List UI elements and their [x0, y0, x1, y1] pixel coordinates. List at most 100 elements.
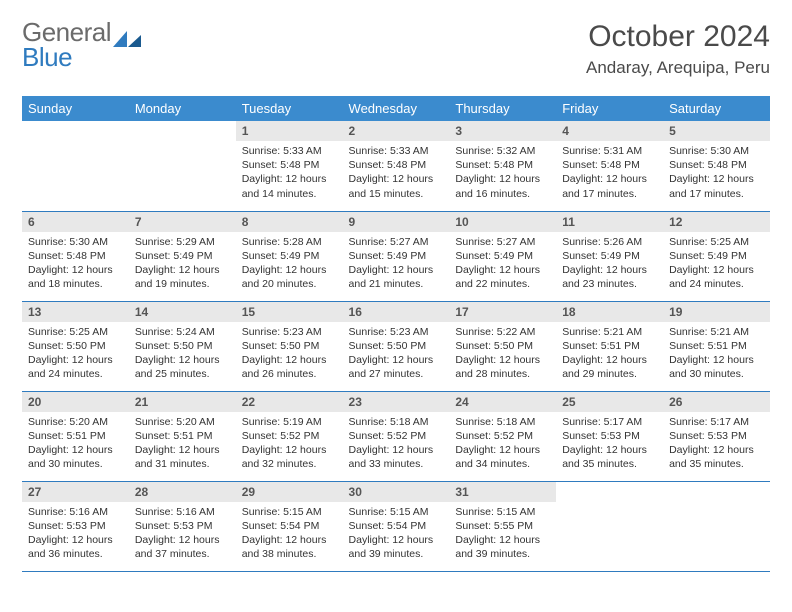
day-content: Sunrise: 5:17 AMSunset: 5:53 PMDaylight:…	[663, 412, 770, 478]
day-header: Tuesday	[236, 96, 343, 121]
day-header: Thursday	[449, 96, 556, 121]
calendar-row: 6Sunrise: 5:30 AMSunset: 5:48 PMDaylight…	[22, 211, 770, 301]
day-header: Wednesday	[343, 96, 450, 121]
day-cell: 16Sunrise: 5:23 AMSunset: 5:50 PMDayligh…	[343, 301, 450, 391]
title-block: October 2024 Andaray, Arequipa, Peru	[586, 20, 770, 78]
day-content: Sunrise: 5:28 AMSunset: 5:49 PMDaylight:…	[236, 232, 343, 298]
day-cell: 9Sunrise: 5:27 AMSunset: 5:49 PMDaylight…	[343, 211, 450, 301]
day-number: 20	[22, 392, 129, 412]
day-number: 22	[236, 392, 343, 412]
day-number: 3	[449, 121, 556, 141]
day-content: Sunrise: 5:24 AMSunset: 5:50 PMDaylight:…	[129, 322, 236, 388]
day-number: 30	[343, 482, 450, 502]
day-number: 17	[449, 302, 556, 322]
location-text: Andaray, Arequipa, Peru	[586, 58, 770, 78]
day-number: 31	[449, 482, 556, 502]
day-content: Sunrise: 5:26 AMSunset: 5:49 PMDaylight:…	[556, 232, 663, 298]
day-content: Sunrise: 5:21 AMSunset: 5:51 PMDaylight:…	[556, 322, 663, 388]
day-number: 1	[236, 121, 343, 141]
day-number: 29	[236, 482, 343, 502]
day-cell: 12Sunrise: 5:25 AMSunset: 5:49 PMDayligh…	[663, 211, 770, 301]
day-cell: 31Sunrise: 5:15 AMSunset: 5:55 PMDayligh…	[449, 481, 556, 571]
header: GeneralBlue October 2024 Andaray, Arequi…	[22, 20, 770, 78]
calendar-head: SundayMondayTuesdayWednesdayThursdayFrid…	[22, 96, 770, 121]
day-cell: 7Sunrise: 5:29 AMSunset: 5:49 PMDaylight…	[129, 211, 236, 301]
day-content: Sunrise: 5:16 AMSunset: 5:53 PMDaylight:…	[22, 502, 129, 568]
day-cell: 1Sunrise: 5:33 AMSunset: 5:48 PMDaylight…	[236, 121, 343, 211]
day-number: 6	[22, 212, 129, 232]
day-content: Sunrise: 5:23 AMSunset: 5:50 PMDaylight:…	[236, 322, 343, 388]
day-number: 27	[22, 482, 129, 502]
day-content: Sunrise: 5:31 AMSunset: 5:48 PMDaylight:…	[556, 141, 663, 207]
day-content: Sunrise: 5:17 AMSunset: 5:53 PMDaylight:…	[556, 412, 663, 478]
day-content: Sunrise: 5:33 AMSunset: 5:48 PMDaylight:…	[236, 141, 343, 207]
calendar-row: 1Sunrise: 5:33 AMSunset: 5:48 PMDaylight…	[22, 121, 770, 211]
day-header: Saturday	[663, 96, 770, 121]
day-content: Sunrise: 5:15 AMSunset: 5:54 PMDaylight:…	[236, 502, 343, 568]
day-cell: 20Sunrise: 5:20 AMSunset: 5:51 PMDayligh…	[22, 391, 129, 481]
day-cell: 22Sunrise: 5:19 AMSunset: 5:52 PMDayligh…	[236, 391, 343, 481]
day-number: 14	[129, 302, 236, 322]
day-cell: 17Sunrise: 5:22 AMSunset: 5:50 PMDayligh…	[449, 301, 556, 391]
day-header: Sunday	[22, 96, 129, 121]
day-cell: 30Sunrise: 5:15 AMSunset: 5:54 PMDayligh…	[343, 481, 450, 571]
calendar-body: 1Sunrise: 5:33 AMSunset: 5:48 PMDaylight…	[22, 121, 770, 571]
empty-cell	[556, 481, 663, 571]
day-cell: 5Sunrise: 5:30 AMSunset: 5:48 PMDaylight…	[663, 121, 770, 211]
day-cell: 2Sunrise: 5:33 AMSunset: 5:48 PMDaylight…	[343, 121, 450, 211]
day-cell: 29Sunrise: 5:15 AMSunset: 5:54 PMDayligh…	[236, 481, 343, 571]
day-cell: 14Sunrise: 5:24 AMSunset: 5:50 PMDayligh…	[129, 301, 236, 391]
day-number: 4	[556, 121, 663, 141]
day-cell: 27Sunrise: 5:16 AMSunset: 5:53 PMDayligh…	[22, 481, 129, 571]
day-cell: 21Sunrise: 5:20 AMSunset: 5:51 PMDayligh…	[129, 391, 236, 481]
day-number: 9	[343, 212, 450, 232]
day-number: 13	[22, 302, 129, 322]
day-content: Sunrise: 5:30 AMSunset: 5:48 PMDaylight:…	[22, 232, 129, 298]
calendar-row: 13Sunrise: 5:25 AMSunset: 5:50 PMDayligh…	[22, 301, 770, 391]
day-content: Sunrise: 5:25 AMSunset: 5:49 PMDaylight:…	[663, 232, 770, 298]
day-content: Sunrise: 5:18 AMSunset: 5:52 PMDaylight:…	[343, 412, 450, 478]
month-title: October 2024	[586, 20, 770, 54]
day-cell: 23Sunrise: 5:18 AMSunset: 5:52 PMDayligh…	[343, 391, 450, 481]
day-content: Sunrise: 5:22 AMSunset: 5:50 PMDaylight:…	[449, 322, 556, 388]
day-number: 8	[236, 212, 343, 232]
day-cell: 4Sunrise: 5:31 AMSunset: 5:48 PMDaylight…	[556, 121, 663, 211]
calendar-row: 27Sunrise: 5:16 AMSunset: 5:53 PMDayligh…	[22, 481, 770, 571]
day-number: 19	[663, 302, 770, 322]
day-number: 2	[343, 121, 450, 141]
day-cell: 18Sunrise: 5:21 AMSunset: 5:51 PMDayligh…	[556, 301, 663, 391]
day-cell: 8Sunrise: 5:28 AMSunset: 5:49 PMDaylight…	[236, 211, 343, 301]
day-number: 25	[556, 392, 663, 412]
calendar-row: 20Sunrise: 5:20 AMSunset: 5:51 PMDayligh…	[22, 391, 770, 481]
day-cell: 13Sunrise: 5:25 AMSunset: 5:50 PMDayligh…	[22, 301, 129, 391]
day-content: Sunrise: 5:30 AMSunset: 5:48 PMDaylight:…	[663, 141, 770, 207]
day-cell: 25Sunrise: 5:17 AMSunset: 5:53 PMDayligh…	[556, 391, 663, 481]
day-cell: 19Sunrise: 5:21 AMSunset: 5:51 PMDayligh…	[663, 301, 770, 391]
empty-cell	[663, 481, 770, 571]
day-cell: 24Sunrise: 5:18 AMSunset: 5:52 PMDayligh…	[449, 391, 556, 481]
day-content: Sunrise: 5:15 AMSunset: 5:54 PMDaylight:…	[343, 502, 450, 568]
calendar-table: SundayMondayTuesdayWednesdayThursdayFrid…	[22, 96, 770, 572]
day-number: 11	[556, 212, 663, 232]
day-content: Sunrise: 5:33 AMSunset: 5:48 PMDaylight:…	[343, 141, 450, 207]
day-number: 15	[236, 302, 343, 322]
day-header: Monday	[129, 96, 236, 121]
day-number: 16	[343, 302, 450, 322]
day-content: Sunrise: 5:18 AMSunset: 5:52 PMDaylight:…	[449, 412, 556, 478]
day-cell: 26Sunrise: 5:17 AMSunset: 5:53 PMDayligh…	[663, 391, 770, 481]
day-number: 26	[663, 392, 770, 412]
day-content: Sunrise: 5:27 AMSunset: 5:49 PMDaylight:…	[449, 232, 556, 298]
day-header: Friday	[556, 96, 663, 121]
day-cell: 11Sunrise: 5:26 AMSunset: 5:49 PMDayligh…	[556, 211, 663, 301]
day-content: Sunrise: 5:32 AMSunset: 5:48 PMDaylight:…	[449, 141, 556, 207]
empty-cell	[129, 121, 236, 211]
day-cell: 3Sunrise: 5:32 AMSunset: 5:48 PMDaylight…	[449, 121, 556, 211]
day-content: Sunrise: 5:16 AMSunset: 5:53 PMDaylight:…	[129, 502, 236, 568]
day-content: Sunrise: 5:25 AMSunset: 5:50 PMDaylight:…	[22, 322, 129, 388]
logo: GeneralBlue	[22, 20, 142, 69]
day-content: Sunrise: 5:29 AMSunset: 5:49 PMDaylight:…	[129, 232, 236, 298]
day-content: Sunrise: 5:15 AMSunset: 5:55 PMDaylight:…	[449, 502, 556, 568]
day-content: Sunrise: 5:27 AMSunset: 5:49 PMDaylight:…	[343, 232, 450, 298]
logo-sail-icon	[113, 26, 141, 42]
day-content: Sunrise: 5:20 AMSunset: 5:51 PMDaylight:…	[129, 412, 236, 478]
